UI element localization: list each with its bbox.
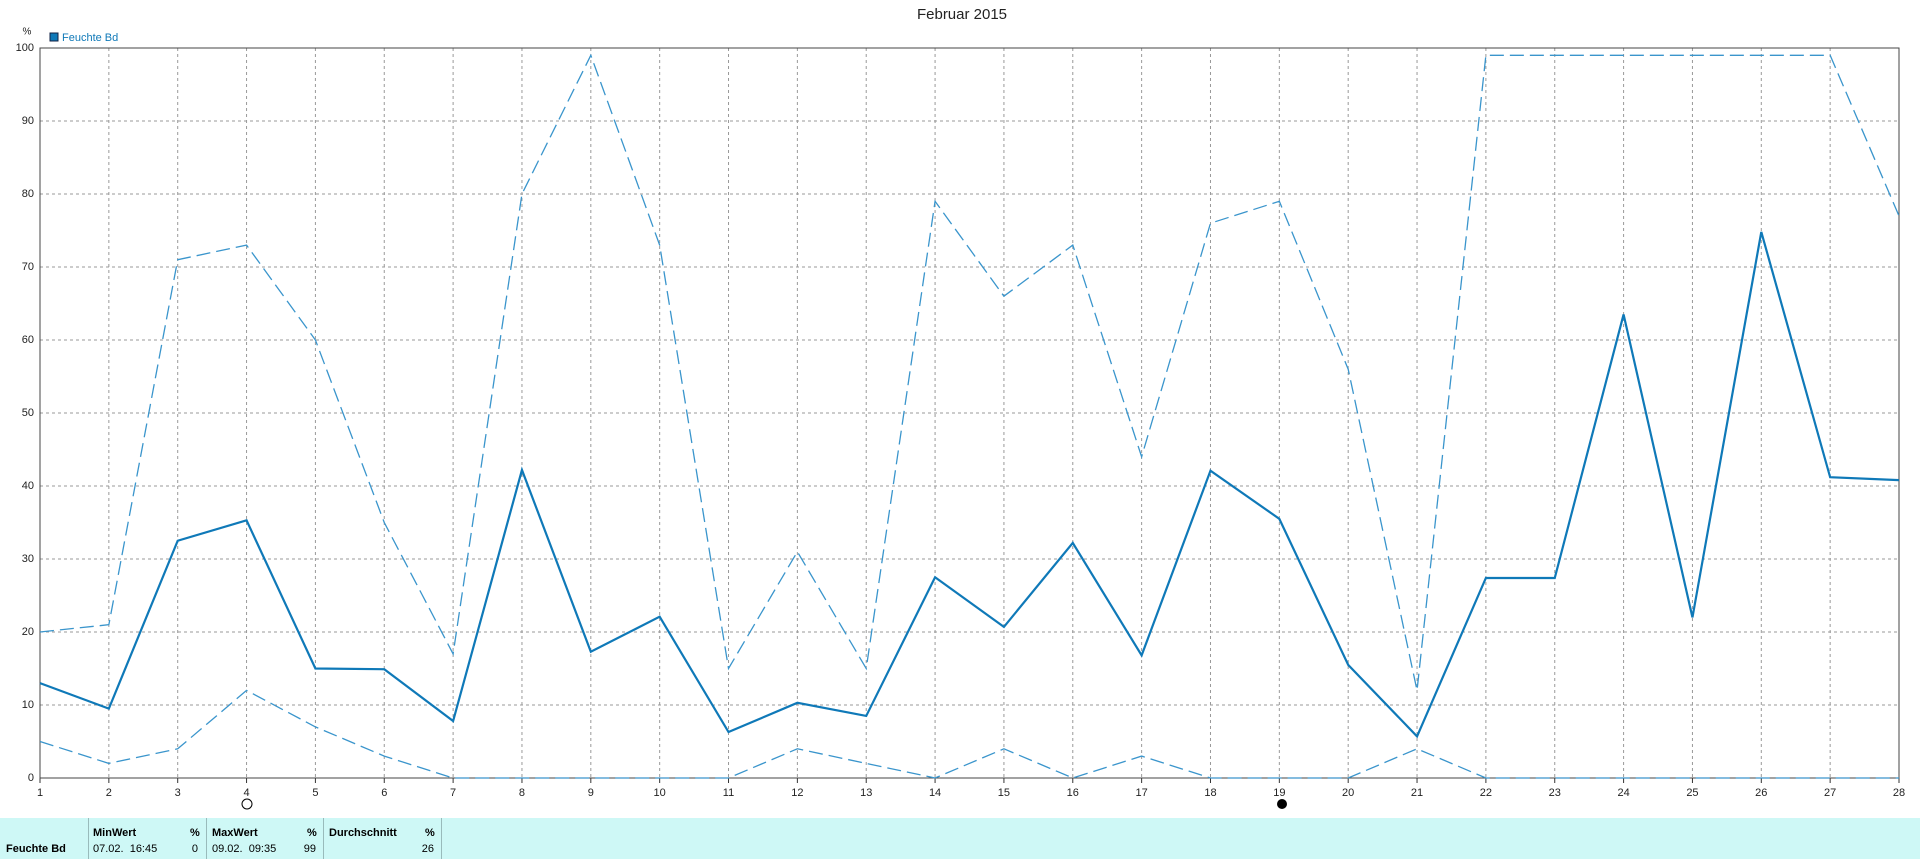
moon-phase-icon [1277,799,1287,809]
legend-label: Feuchte Bd [62,32,118,44]
x-tick-label: 20 [1342,787,1354,799]
x-tick-label: 5 [312,787,318,799]
x-tick-label: 9 [588,787,594,799]
moon-phase-icon [241,798,253,810]
x-tick-label: 22 [1480,787,1492,799]
y-tick-label: 40 [22,480,34,492]
x-tick-label: 2 [106,787,112,799]
data-line [39,689,1899,779]
x-tick-label: 17 [1136,787,1148,799]
chart-title: Februar 2015 [917,6,1007,23]
y-tick-label: 10 [22,699,34,711]
x-tick-label: 15 [998,787,1010,799]
x-tick-label: 3 [175,787,181,799]
x-tick-label: 1 [37,787,43,799]
x-tick-label: 23 [1549,787,1561,799]
y-tick-label: 20 [22,626,34,638]
header: % [190,827,200,839]
y-tick-label: 90 [22,115,34,127]
chart: Februar 2015 % Feuchte Bd 0 10 20 30 40 50 60 7… [16,6,1905,810]
y-tick-label: 0 [28,772,34,784]
legend-swatch [49,32,59,42]
x-tick-label: 4 [243,787,249,799]
header: % [425,827,435,839]
header: MaxWert [212,827,258,839]
y-tick-label: 50 [22,407,34,419]
y-tick-label: 80 [22,188,34,200]
cell: 0 [191,843,198,855]
x-tick-label: 6 [381,787,387,799]
x-tick-label: 10 [654,787,666,799]
y-tick-label: 60 [22,334,34,346]
x-tick-label: 26 [1755,787,1767,799]
x-tick-label: 27 [1824,787,1836,799]
x-tick-label: 14 [929,787,941,799]
header: MinWert [93,827,137,839]
x-tick-label: 13 [860,787,872,799]
cell: 26 [421,843,434,855]
x-tick-label: 21 [1411,787,1423,799]
x-tick-label: 11 [723,787,734,799]
cell: 09.02. 09:35 [212,843,277,855]
x-tick-label: 24 [1617,787,1629,799]
plot-frame [39,47,1900,779]
x-tick-label: 7 [450,787,456,799]
x-tick-label: 25 [1686,787,1698,799]
cell: 07.02. 16:45 [93,843,158,855]
y-unit: % [23,27,32,38]
summary-table: MinWert % MaxWert % Durchschnitt % Feuch… [0,818,1920,859]
x-tick-label: 28 [1893,787,1905,799]
x-tick-label: 8 [519,787,525,799]
row-label: Feuchte Bd [6,843,66,855]
data-line [39,231,1900,739]
x-tick-label: 18 [1204,787,1216,799]
cell: 99 [303,843,316,855]
data-line [39,53,1900,691]
x-tick-label: 16 [1067,787,1079,799]
header: % [307,827,317,839]
x-tick-label: 12 [791,787,803,799]
y-tick-label: 70 [22,261,34,273]
y-tick-label: 30 [22,553,34,565]
y-tick-label: 100 [16,42,34,54]
x-tick-label: 19 [1273,787,1285,799]
header: Durchschnitt [329,827,397,839]
